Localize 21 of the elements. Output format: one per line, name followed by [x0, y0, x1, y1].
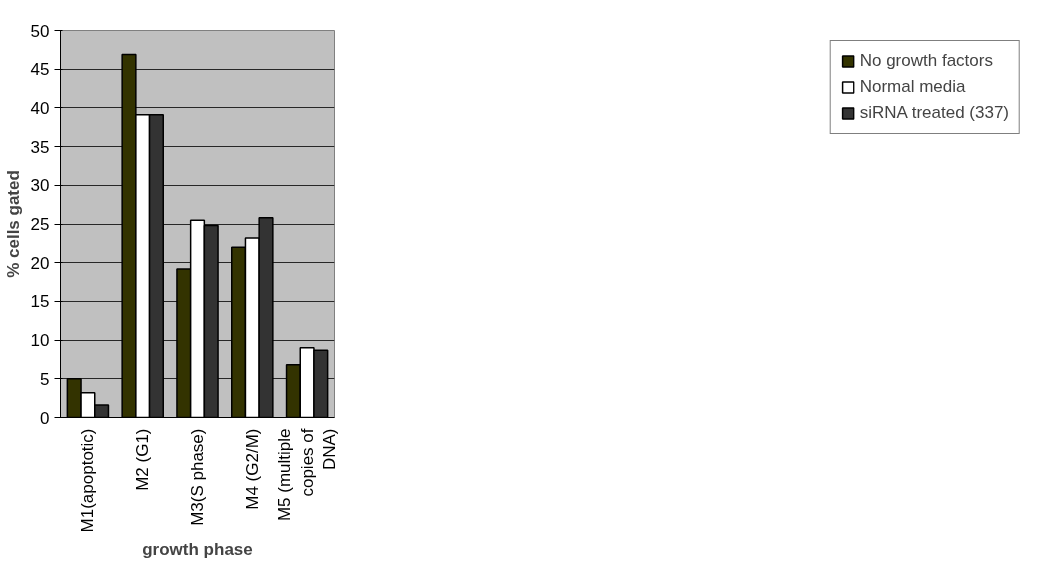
y-tick-label: 0	[40, 408, 50, 428]
y-tick-label: 20	[30, 253, 50, 273]
x-axis-title: growth phase	[142, 540, 253, 560]
legend-label: siRNA treated (337)	[859, 103, 1009, 123]
x-tick-label: M5 (multiple copies of DNA)	[274, 428, 340, 522]
y-tick-label: 30	[30, 176, 50, 196]
x-tick-label: M4 (G2/M)	[242, 428, 262, 510]
x-tick-label: M2 (G1)	[133, 428, 153, 491]
x-tick-label: M1(apoptotic)	[78, 428, 98, 533]
y-tick-label: 35	[30, 137, 50, 157]
y-tick-label: 40	[30, 98, 50, 118]
y-tick-label: 10	[30, 331, 50, 351]
y-axis-title: % cells gated	[3, 170, 23, 278]
y-tick-label: 5	[40, 369, 50, 389]
x-tick-label: M3(S phase)	[188, 428, 207, 526]
y-tick-label: 45	[30, 60, 50, 80]
legend-label: Normal media	[859, 77, 966, 97]
legend-label: No growth factors	[859, 51, 993, 71]
y-tick-label: 15	[30, 292, 50, 312]
y-tick-label: 50	[30, 21, 50, 41]
y-tick-label: 25	[30, 215, 50, 234]
